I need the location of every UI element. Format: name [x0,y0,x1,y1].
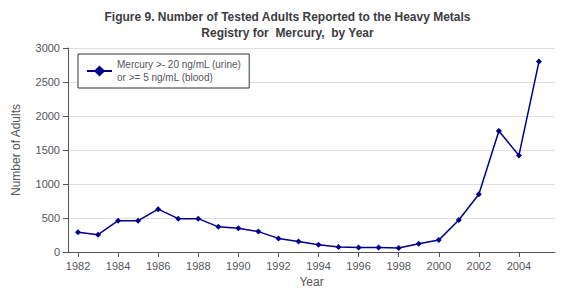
svg-text:1000: 1000 [36,178,60,190]
svg-text:1984: 1984 [106,260,130,272]
svg-text:1990: 1990 [226,260,250,272]
svg-text:Figure 9. Number of Tested Adu: Figure 9. Number of Tested Adults Report… [104,10,470,24]
svg-text:2000: 2000 [427,260,451,272]
svg-text:2002: 2002 [467,260,491,272]
svg-text:2500: 2500 [36,76,60,88]
svg-text:1988: 1988 [186,260,210,272]
svg-text:1992: 1992 [266,260,290,272]
svg-text:1500: 1500 [36,144,60,156]
svg-text:500: 500 [42,212,60,224]
svg-text:Year: Year [299,275,323,289]
svg-text:Number of Adults: Number of Adults [9,104,23,196]
svg-text:1986: 1986 [146,260,170,272]
svg-text:3000: 3000 [36,42,60,54]
svg-text:2004: 2004 [507,260,531,272]
svg-text:1982: 1982 [66,260,90,272]
svg-text:or >= 5 ng/mL (blood): or >= 5 ng/mL (blood) [117,72,213,83]
svg-text:2000: 2000 [36,110,60,122]
svg-text:1996: 1996 [346,260,370,272]
svg-text:Mercury >- 20 ng/mL (urine): Mercury >- 20 ng/mL (urine) [117,59,241,70]
svg-text:1998: 1998 [386,260,410,272]
svg-text:0: 0 [54,246,60,258]
svg-text:Registry for Mercury, by Yea: Registry for Mercury, by Year [201,26,374,40]
svg-text:1994: 1994 [306,260,330,272]
